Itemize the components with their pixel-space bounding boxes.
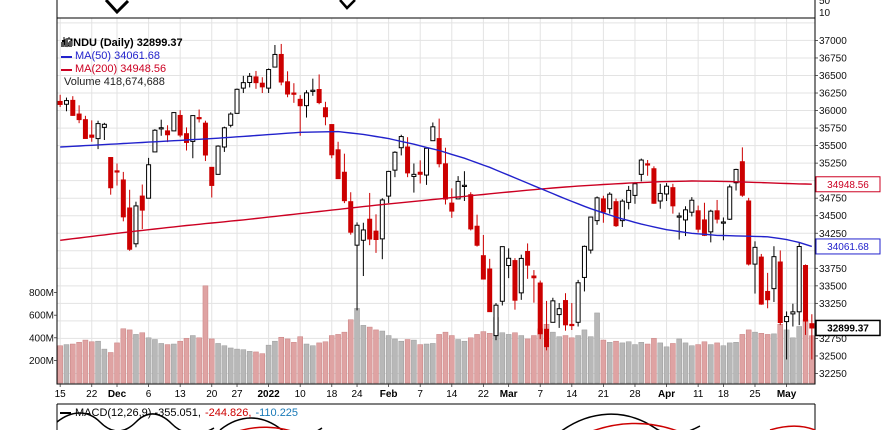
svg-text:15: 15 xyxy=(55,389,67,400)
ma200-label: MA(200) 34948.56 xyxy=(75,63,167,75)
svg-text:22: 22 xyxy=(478,389,490,400)
date-axis-labels: 15 22 Dec 6 13 20 27 2022 10 18 24 Feb 7 14 22 Mar 7 14 21… xyxy=(55,384,797,400)
svg-text:33500: 33500 xyxy=(819,281,847,292)
svg-text:Feb: Feb xyxy=(380,389,398,400)
svg-text:May: May xyxy=(777,389,797,400)
macd-line-fragment xyxy=(561,413,701,430)
svg-text:36750: 36750 xyxy=(819,53,847,64)
ma200-line-swatch xyxy=(61,68,72,71)
svg-text:Mar: Mar xyxy=(500,389,518,400)
svg-text:400M: 400M xyxy=(29,333,54,344)
legend-ma50-row: MA(50) 34061.68 xyxy=(61,50,183,63)
symbol-label: $INDU (Daily) 32899.37 xyxy=(64,37,183,49)
svg-text:35250: 35250 xyxy=(819,159,847,170)
price-badge: 32899.37 xyxy=(815,319,881,337)
macd-line-fragment xyxy=(56,412,215,430)
svg-text:33750: 33750 xyxy=(819,264,847,275)
svg-text:35750: 35750 xyxy=(819,124,847,135)
volume-axis-labels: 800M 600M 400M 200M xyxy=(29,288,57,367)
svg-text:34750: 34750 xyxy=(819,194,847,205)
ma50-line-swatch xyxy=(61,55,72,58)
ma50-label: MA(50) 34061.68 xyxy=(75,50,160,62)
macd-value-hist: -110.225 xyxy=(255,407,299,419)
volume-bars xyxy=(57,285,815,384)
legend-volume-row: Volume 418,674,688 xyxy=(61,39,183,89)
ma50-line xyxy=(60,130,813,248)
svg-text:36000: 36000 xyxy=(819,106,847,117)
macd-value-signal: -244.826, xyxy=(204,407,252,419)
svg-text:34500: 34500 xyxy=(819,211,847,222)
svg-text:34061.68: 34061.68 xyxy=(827,242,869,253)
svg-text:27: 27 xyxy=(231,389,243,400)
volume-label: Volume 418,674,688 xyxy=(64,76,165,88)
legend-ma200-row: MA(200) 34948.56 xyxy=(61,63,183,76)
svg-text:10: 10 xyxy=(295,389,307,400)
svg-text:18: 18 xyxy=(718,389,730,400)
svg-text:20: 20 xyxy=(206,389,218,400)
svg-text:7: 7 xyxy=(537,389,543,400)
ma200-line xyxy=(60,180,812,241)
svg-text:37000: 37000 xyxy=(819,36,847,47)
svg-text:10: 10 xyxy=(819,8,831,19)
svg-text:36500: 36500 xyxy=(819,71,847,82)
svg-text:18: 18 xyxy=(326,389,338,400)
price-badge: 34948.56 xyxy=(815,176,881,193)
svg-text:11: 11 xyxy=(693,389,704,400)
svg-text:21: 21 xyxy=(598,389,610,400)
macd-signal-fragment xyxy=(239,426,291,430)
price-axis-labels: 37000 36750 36500 36250 36000 35750 35500 35250… xyxy=(815,36,847,380)
svg-text:36250: 36250 xyxy=(819,89,847,100)
svg-text:Apr: Apr xyxy=(658,389,675,400)
chart-legend: $INDU (Daily) 32899.37 MA(50) 34061.68 M… xyxy=(61,37,183,89)
svg-text:13: 13 xyxy=(175,389,187,400)
svg-text:35500: 35500 xyxy=(819,141,847,152)
macd-line-fragment xyxy=(219,417,323,430)
svg-text:22: 22 xyxy=(86,389,98,400)
svg-text:14: 14 xyxy=(566,389,578,400)
svg-text:200M: 200M xyxy=(29,356,54,367)
upper-indicator-line-fragment xyxy=(339,0,356,10)
macd-line-swatch xyxy=(60,412,71,414)
pane-borders xyxy=(56,0,816,430)
svg-text:32500: 32500 xyxy=(819,351,847,362)
legend-symbol-row: $INDU (Daily) 32899.37 xyxy=(61,37,183,50)
svg-text:32899.37: 32899.37 xyxy=(827,323,869,334)
svg-text:800M: 800M xyxy=(29,288,54,299)
svg-text:50: 50 xyxy=(819,0,831,7)
svg-text:Dec: Dec xyxy=(108,389,127,400)
main-pane-border xyxy=(56,17,816,385)
upper-indicator-line-fragment xyxy=(104,0,130,15)
macd-signal-fragment xyxy=(593,422,677,430)
svg-text:600M: 600M xyxy=(29,311,54,322)
svg-text:32750: 32750 xyxy=(819,334,847,345)
svg-text:34250: 34250 xyxy=(819,229,847,240)
svg-text:14: 14 xyxy=(446,389,458,400)
macd-signal-fragment xyxy=(769,425,816,430)
svg-text:24: 24 xyxy=(351,389,363,400)
candles xyxy=(57,43,815,360)
svg-text:33250: 33250 xyxy=(819,299,847,310)
svg-text:6: 6 xyxy=(146,389,152,400)
svg-text:25: 25 xyxy=(749,389,761,400)
macd-legend: MACD(12,26,9) -355.051, -244.826, -110.2… xyxy=(60,407,302,419)
price-badge: 34061.68 xyxy=(815,238,881,255)
svg-text:7: 7 xyxy=(417,389,423,400)
svg-text:2022: 2022 xyxy=(257,389,280,400)
macd-value-main: MACD(12,26,9) -355.051, xyxy=(75,407,201,419)
svg-text:28: 28 xyxy=(629,389,641,400)
svg-text:34948.56: 34948.56 xyxy=(827,180,869,191)
svg-text:32250: 32250 xyxy=(819,369,847,380)
